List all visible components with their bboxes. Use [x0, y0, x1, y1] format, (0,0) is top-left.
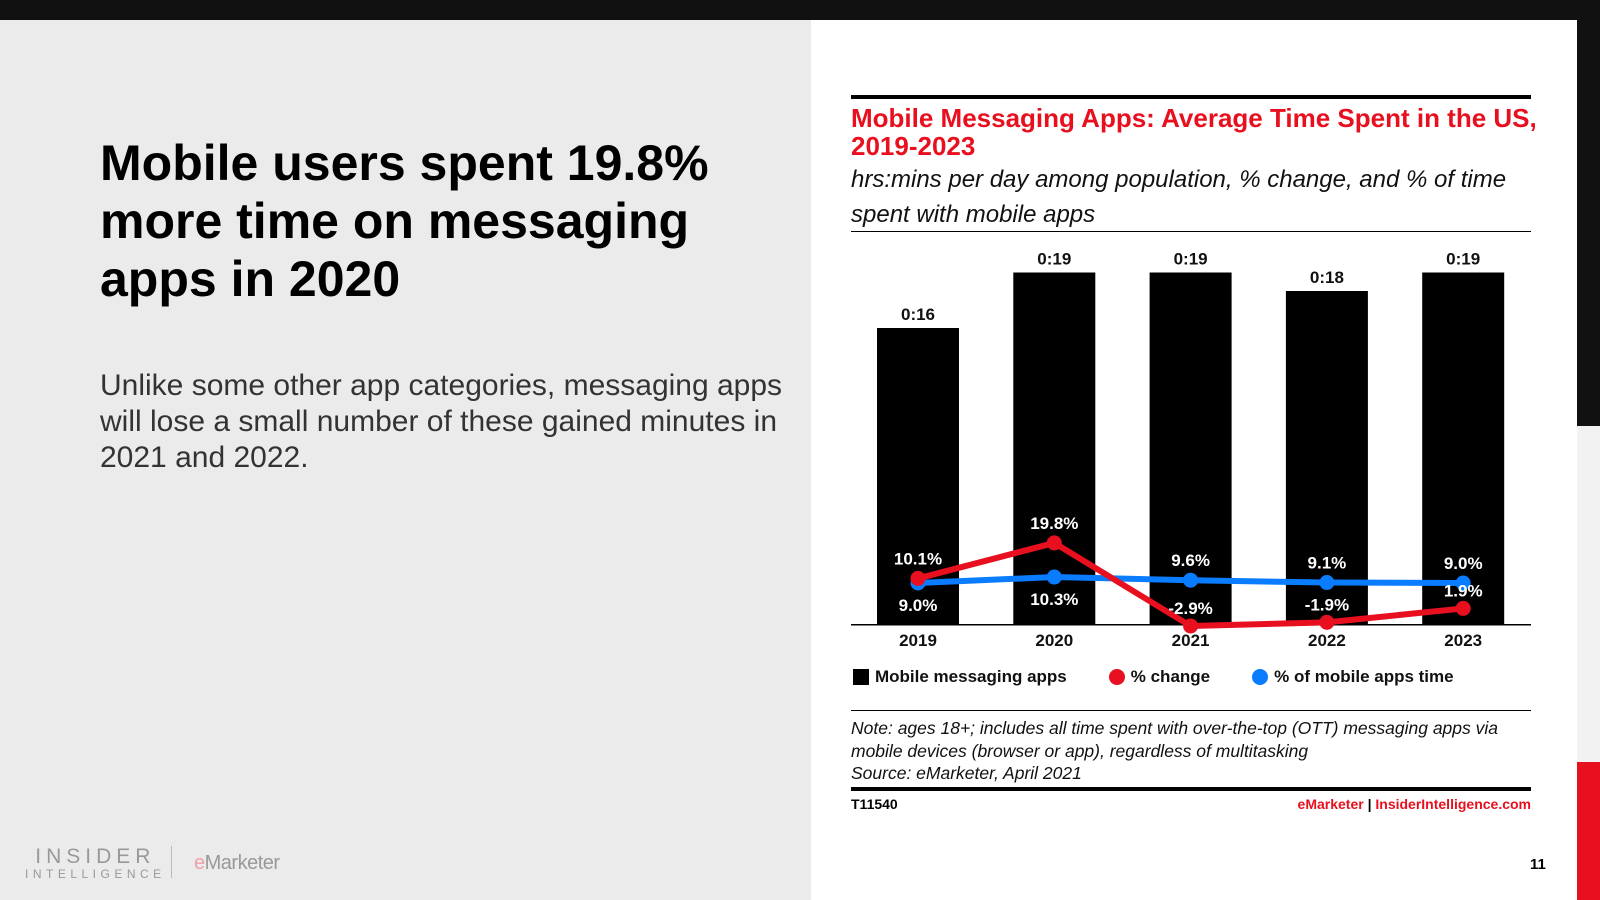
- logo-text-insider: INSIDER: [35, 845, 156, 868]
- legend-label: % of mobile apps time: [1274, 667, 1454, 686]
- line-value-label: 19.8%: [1030, 514, 1078, 533]
- legend-dot-icon: [1108, 669, 1125, 685]
- x-tick-label: 2021: [1172, 631, 1210, 650]
- footer-rule: [851, 787, 1531, 791]
- slide-headline: Mobile users spent 19.8% more time on me…: [100, 135, 709, 307]
- line-value-label: 10.1%: [894, 549, 942, 568]
- legend-item-share: % of mobile apps time: [1252, 667, 1454, 687]
- line-value-label: 9.1%: [1308, 554, 1347, 573]
- logo-e: e: [194, 852, 205, 874]
- legend-item-bars: Mobile messaging apps: [853, 667, 1067, 687]
- chart-subtitle: hrs:mins per day among population, % cha…: [851, 166, 1507, 228]
- legend-square-icon: [853, 669, 869, 685]
- left-panel: [0, 20, 811, 900]
- legend-item-change: % change: [1108, 667, 1211, 687]
- logo-divider: [171, 846, 172, 878]
- credit-link[interactable]: InsiderIntelligence.com: [1375, 796, 1531, 812]
- edge-strip-red: [1577, 762, 1600, 900]
- emarketer-logo: eMarketer: [194, 852, 280, 875]
- credit-separator: |: [1363, 796, 1376, 812]
- change-point: [910, 570, 926, 586]
- change-point: [1183, 618, 1199, 634]
- change-point: [1455, 600, 1471, 616]
- line-value-label: 10.3%: [1030, 590, 1078, 609]
- x-tick-label: 2022: [1308, 631, 1346, 650]
- legend-label: % change: [1130, 667, 1211, 686]
- bar: [1422, 272, 1505, 624]
- page-number: 11: [1530, 856, 1546, 873]
- logo-marketer: Marketer: [204, 852, 280, 874]
- edge-strip-dark: [1577, 0, 1600, 426]
- legend-dot-icon: [1252, 669, 1269, 685]
- legend-label: Mobile messaging apps: [875, 667, 1067, 686]
- change-point: [1319, 614, 1335, 630]
- bar: [1013, 272, 1096, 624]
- line-value-label: 9.0%: [1444, 554, 1483, 573]
- line-value-label: 9.0%: [899, 596, 938, 615]
- slide-body: Unlike some other app categories, messag…: [100, 369, 783, 474]
- edge-strip-light: [1577, 426, 1600, 762]
- line-value-label: 9.6%: [1171, 551, 1210, 570]
- bar-value-label: 0:19: [1037, 250, 1071, 269]
- bar: [1285, 291, 1368, 624]
- source-text: Source: eMarketer, April 2021: [851, 763, 1082, 783]
- x-tick-label: 2023: [1444, 631, 1482, 650]
- note-rule: [851, 710, 1531, 711]
- chart-id: T11540: [851, 796, 898, 812]
- top-bar: [0, 0, 1600, 20]
- share-point: [1455, 575, 1471, 591]
- line-value-label: -2.9%: [1168, 599, 1212, 618]
- bar-value-label: 0:16: [901, 305, 935, 324]
- chart-note: Note: ages 18+; includes all time spent …: [851, 717, 1541, 785]
- logo-text-intelligence: INTELLIGENCE: [25, 867, 166, 881]
- subtitle-rule: [851, 231, 1531, 232]
- x-tick-label: 2019: [899, 631, 937, 650]
- bar-value-label: 0:19: [1174, 250, 1208, 269]
- credit-emarketer: eMarketer: [1297, 796, 1364, 812]
- chart-top-rule: [851, 95, 1531, 99]
- bar-value-label: 0:19: [1446, 250, 1480, 269]
- line-value-label: -1.9%: [1305, 595, 1349, 614]
- bar-value-label: 0:18: [1310, 268, 1344, 287]
- insider-intelligence-logo: INSIDER INTELLIGENCE: [25, 845, 166, 881]
- line-value-label: 1.9%: [1444, 581, 1483, 600]
- chart-credit: eMarketer | InsiderIntelligence.com: [1298, 796, 1531, 812]
- share-point: [1183, 572, 1199, 588]
- share-point: [1046, 569, 1062, 585]
- change-point: [1046, 535, 1062, 551]
- share-point: [1319, 575, 1335, 591]
- bar: [1149, 272, 1232, 624]
- note-text: Note: ages 18+; includes all time spent …: [851, 718, 1499, 761]
- x-tick-label: 2020: [1035, 631, 1073, 650]
- chart-legend: Mobile messaging apps % change % of mobi…: [853, 667, 1496, 687]
- chart-title: Mobile Messaging Apps: Average Time Spen…: [851, 103, 1537, 161]
